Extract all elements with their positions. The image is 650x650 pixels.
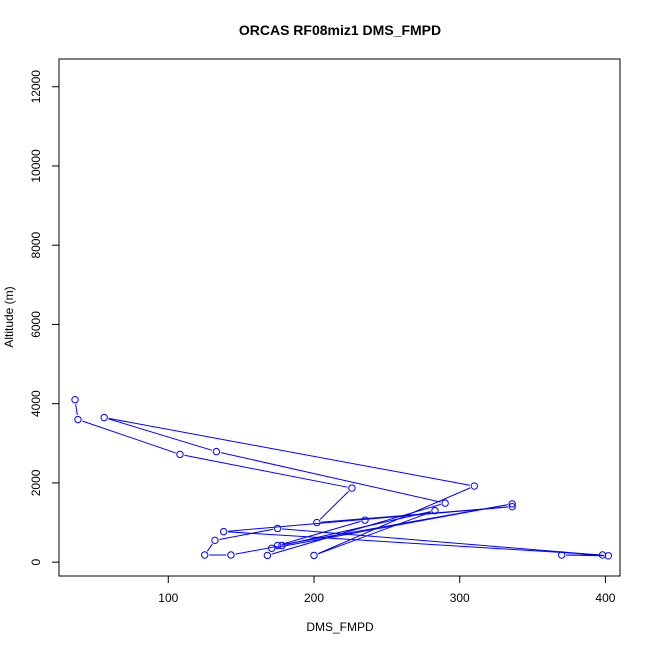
series-segment (281, 504, 508, 546)
y-tick-label: 0 (29, 558, 43, 565)
data-point (273, 541, 282, 550)
series-segment (108, 418, 213, 451)
series-segment (235, 545, 278, 555)
x-tick-label: 200 (304, 591, 324, 605)
y-tick-label: 12000 (29, 70, 43, 104)
data-point (71, 396, 79, 404)
data-point (348, 484, 356, 492)
plot-frame (58, 58, 621, 577)
series-segment (219, 528, 274, 540)
x-tick-label: 100 (158, 591, 178, 605)
y-axis-label: Altitude (m) (2, 286, 16, 347)
series-segment (228, 531, 599, 556)
y-tick-label: 8000 (29, 232, 43, 259)
data-point (227, 551, 235, 559)
series-segment (318, 511, 431, 555)
data-point (508, 502, 516, 511)
y-tick-label: 2000 (29, 469, 43, 496)
data-point (176, 450, 184, 459)
series-segment (282, 528, 604, 556)
series-segment (317, 487, 471, 555)
series-segment (108, 417, 470, 486)
data-point (604, 552, 613, 560)
series-segment (566, 554, 604, 557)
data-point (278, 541, 286, 550)
data-point (470, 482, 478, 490)
data-point (598, 551, 607, 559)
y-axis: 0 2000 4000 6000 8000 10000 12000 (29, 70, 60, 565)
series-segment (184, 454, 348, 488)
data-point (441, 499, 449, 507)
x-axis: 100 200 300 400 (158, 575, 616, 605)
data-point (508, 500, 516, 508)
series-segment (220, 452, 441, 503)
x-tick-label: 400 (595, 591, 615, 605)
data-point (268, 544, 276, 552)
series-segment (206, 543, 213, 552)
series-layer (71, 396, 613, 560)
series-segment (281, 520, 361, 545)
series-segment (319, 490, 350, 520)
data-point (74, 415, 82, 424)
x-tick-label: 300 (450, 591, 470, 605)
data-point (313, 518, 321, 527)
data-point (219, 527, 228, 536)
data-point (558, 551, 566, 559)
data-point (310, 551, 318, 560)
chart-title: ORCAS RF08miz1 DMS_FMPD (239, 22, 441, 38)
data-point (212, 447, 221, 456)
series-segment (75, 404, 78, 416)
data-point (201, 551, 209, 559)
series-segment (271, 503, 441, 555)
y-tick-label: 10000 (29, 149, 43, 183)
data-point (431, 506, 439, 515)
data-point (361, 516, 369, 524)
y-tick-label: 4000 (29, 390, 43, 417)
x-axis-label: DMS_FMPD (306, 620, 374, 634)
data-point (211, 536, 219, 545)
series-segment (82, 420, 176, 454)
y-tick-label: 6000 (29, 311, 43, 338)
data-point (263, 551, 272, 560)
data-point (100, 413, 108, 422)
data-point (273, 524, 282, 533)
series-segment (286, 511, 431, 545)
